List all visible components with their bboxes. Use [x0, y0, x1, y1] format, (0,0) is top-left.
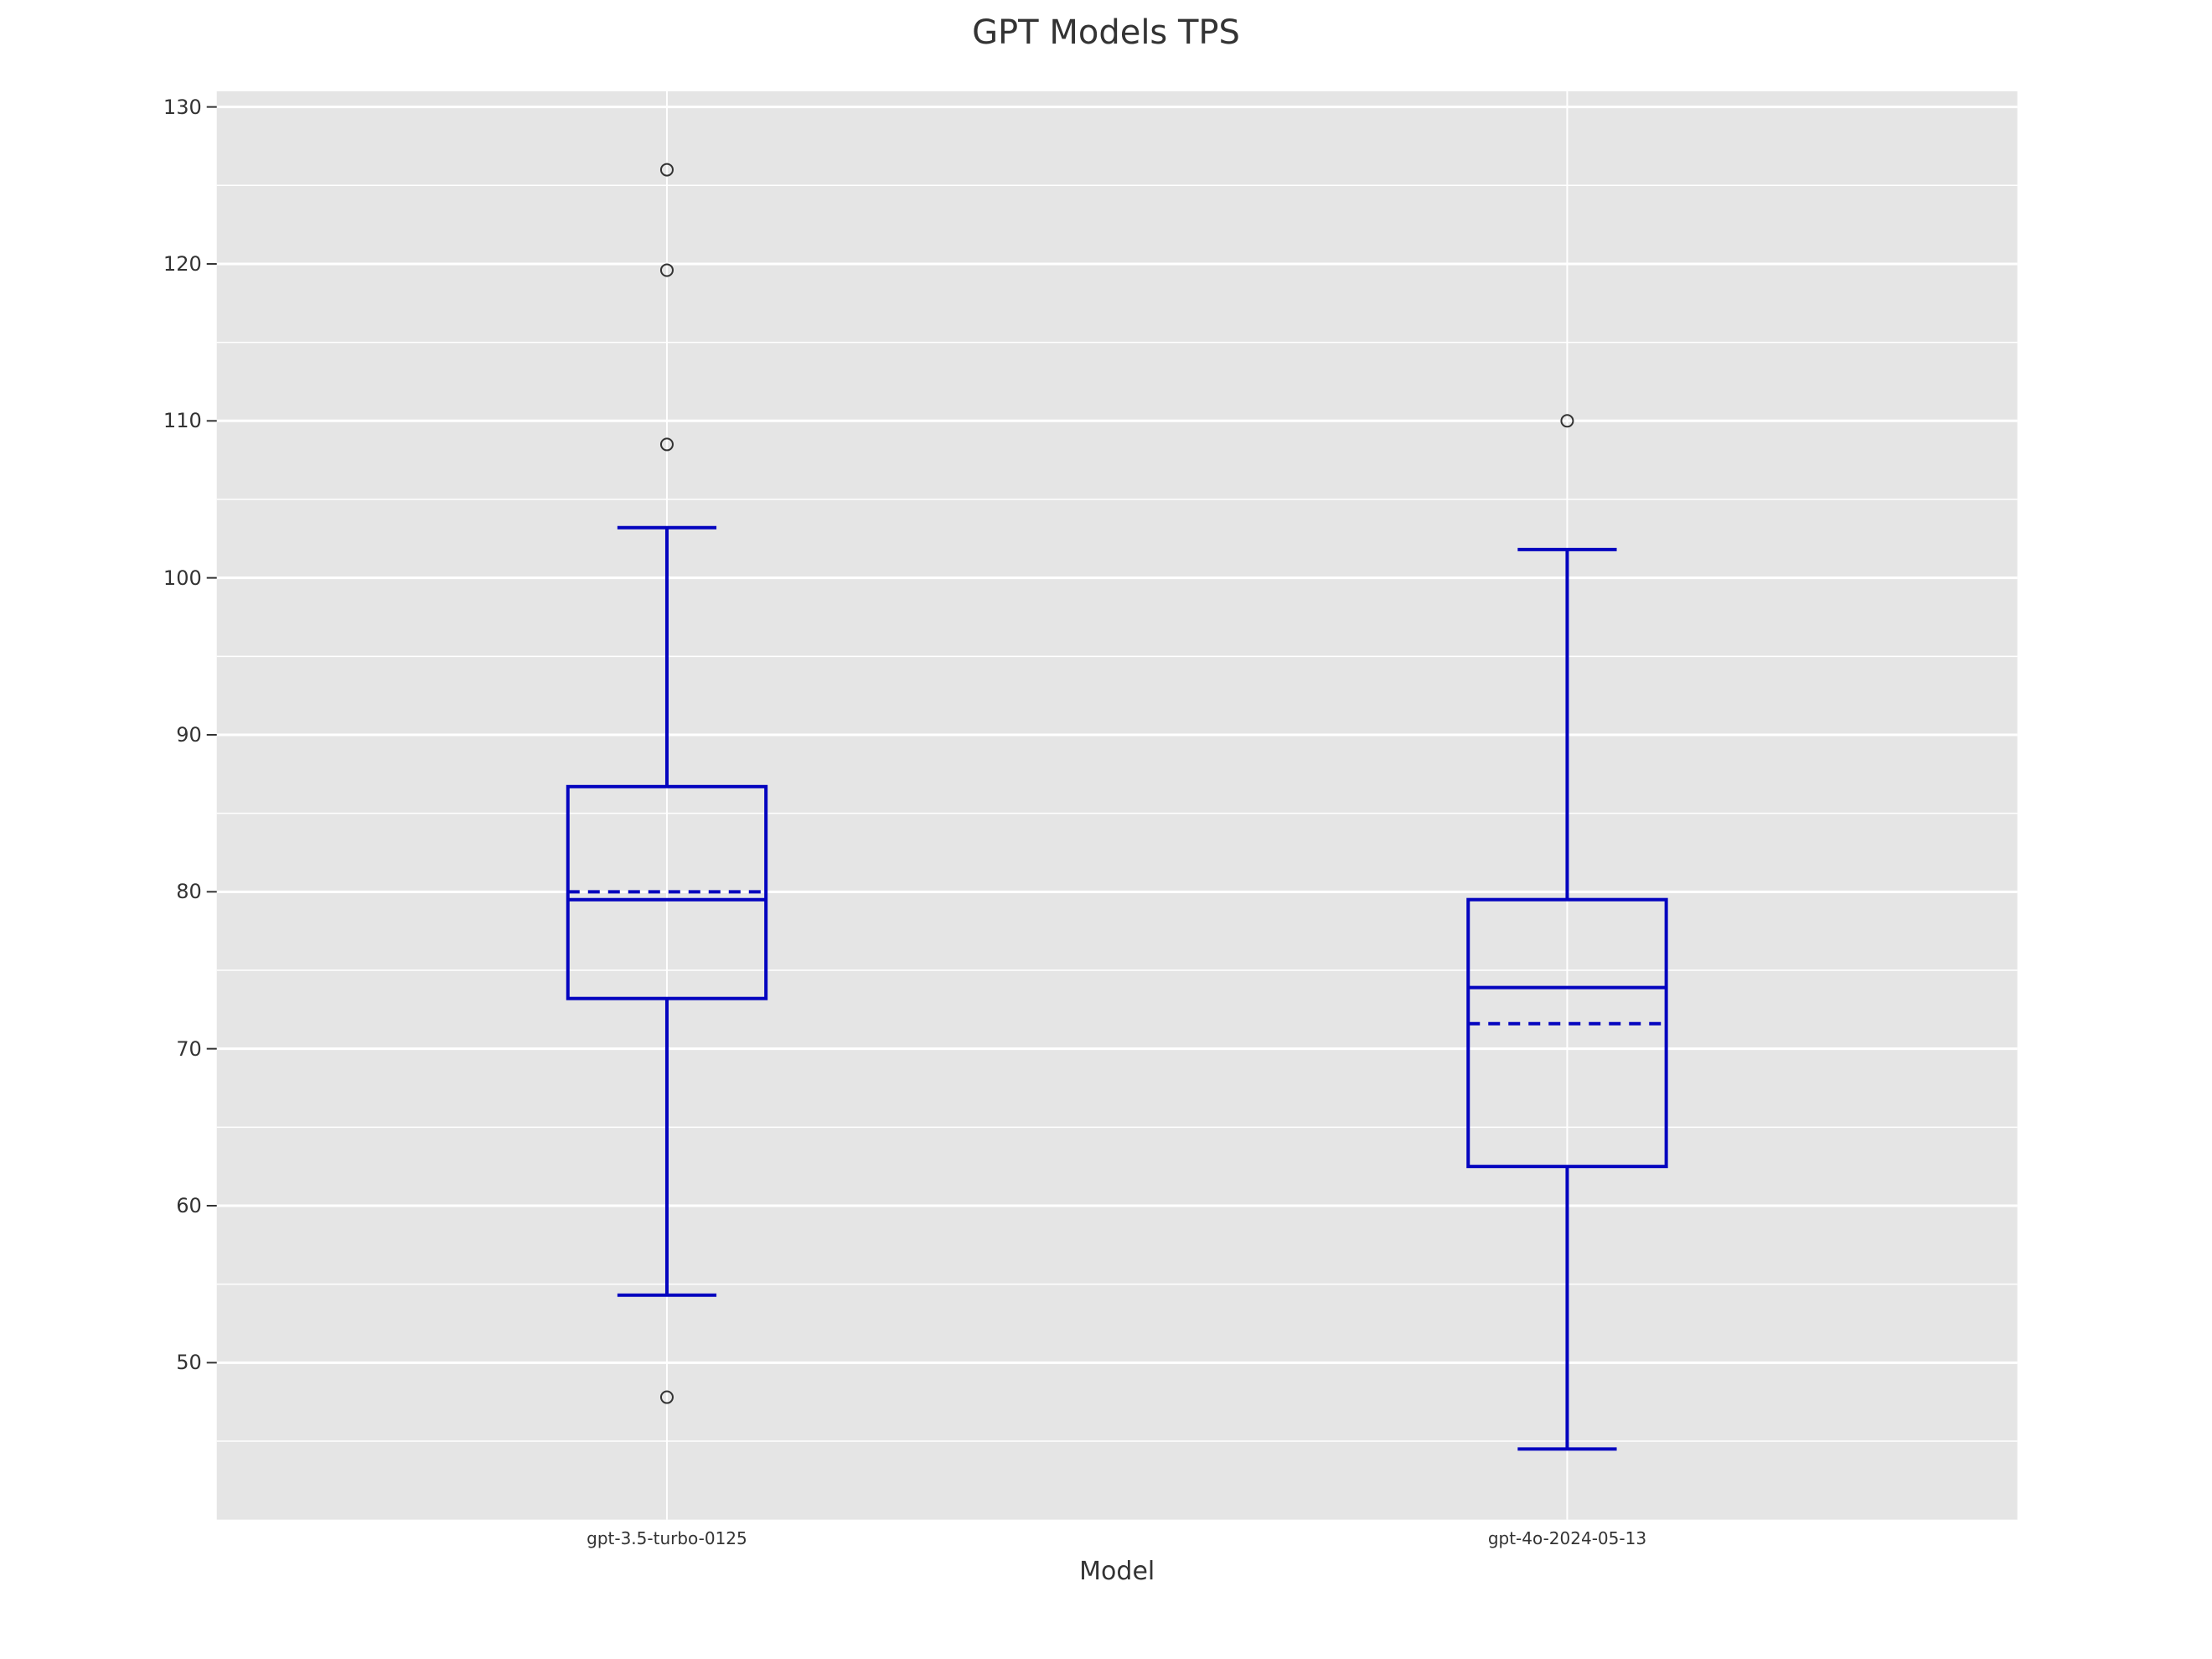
y-tick-label: 80 [176, 880, 202, 903]
y-tick-label: 120 [163, 252, 202, 276]
boxplot-chart [0, 0, 2212, 1659]
y-tick-label: 100 [163, 566, 202, 590]
y-tick-label: 60 [176, 1194, 202, 1217]
x-tick-label: gpt-4o-2024-05-13 [1399, 1528, 1734, 1548]
y-tick-label: 70 [176, 1037, 202, 1061]
y-tick-label: 90 [176, 723, 202, 747]
y-tick-label: 110 [163, 409, 202, 432]
y-tick-label: 50 [176, 1351, 202, 1374]
x-tick-label: gpt-3.5-turbo-0125 [499, 1528, 835, 1548]
y-tick-label: 130 [163, 96, 202, 119]
